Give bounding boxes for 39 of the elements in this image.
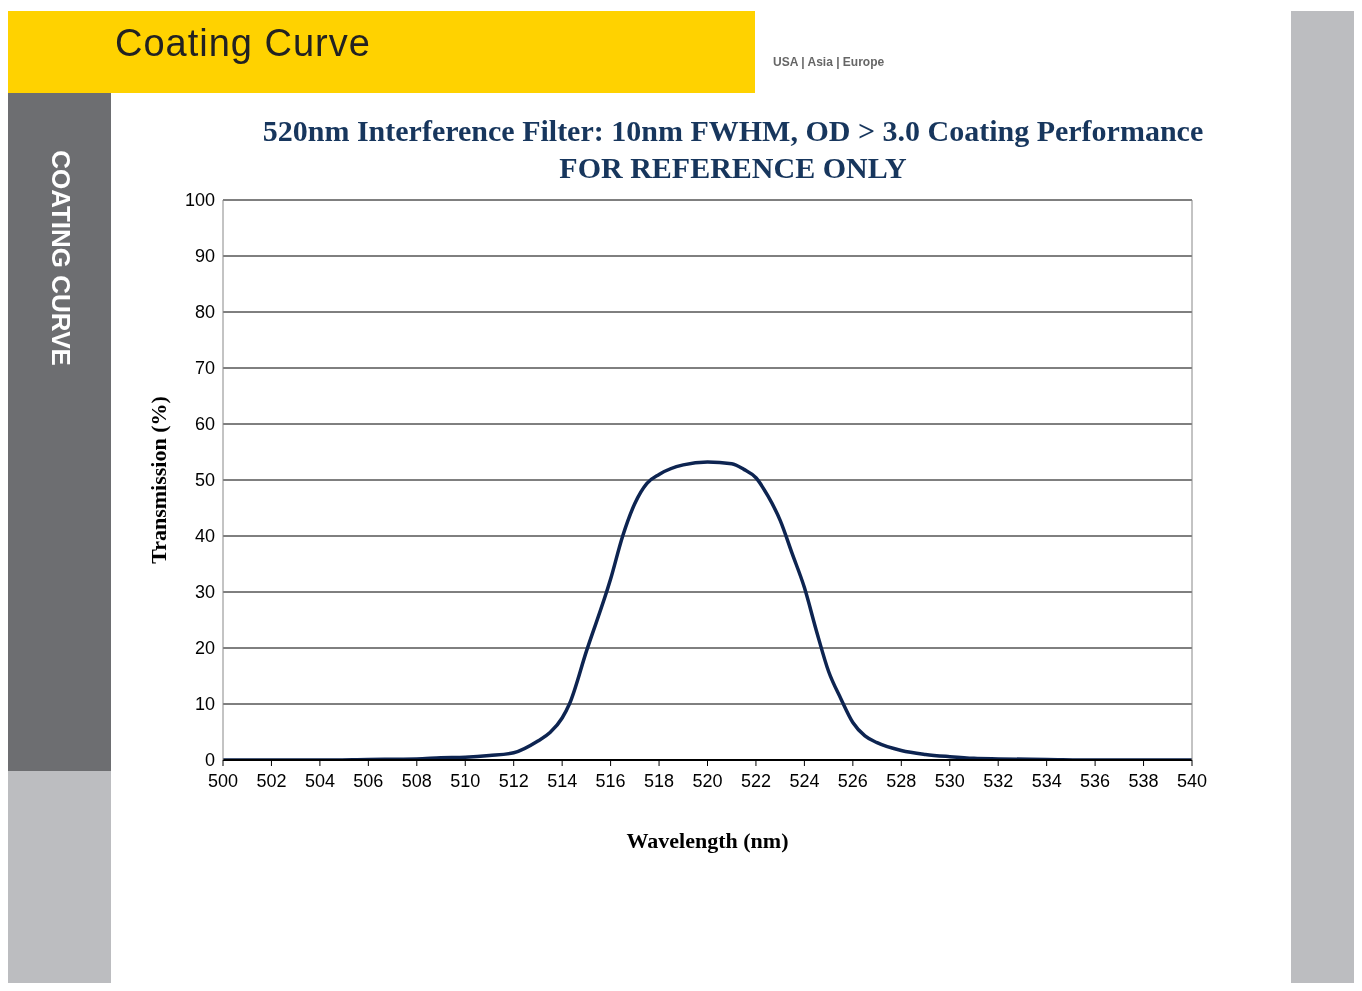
- x-tick-label: 538: [1128, 770, 1159, 791]
- x-tick-label: 528: [886, 770, 917, 791]
- x-tick-label: 506: [353, 770, 384, 791]
- y-tick-label: 10: [194, 694, 215, 715]
- x-tick-label: 514: [547, 770, 578, 791]
- x-tick-label: 518: [644, 770, 675, 791]
- text: USA | Asia | Europe: [773, 55, 885, 69]
- x-tick-label: 512: [498, 770, 529, 791]
- y-tick-label: 20: [194, 638, 215, 659]
- x-tick-label: 530: [934, 770, 965, 791]
- y-tick-label: 70: [194, 358, 215, 379]
- x-tick-label: 500: [207, 770, 239, 791]
- x-tick-label: 524: [789, 770, 820, 791]
- x-tick-label: 534: [1031, 770, 1062, 791]
- y-tick-label: 50: [194, 470, 215, 491]
- x-tick-label: 522: [740, 770, 771, 791]
- y-tick-label: 60: [194, 414, 215, 435]
- chart-title: 520nm Interference Filter: 10nm FWHM, OD > 3.0 Coating Performance: [261, 113, 1205, 149]
- y-tick-label: 100: [184, 190, 215, 211]
- y-tick-label: 90: [194, 246, 215, 267]
- x-tick-label: 502: [256, 770, 287, 791]
- y-tick-label: 80: [194, 302, 215, 323]
- x-tick-label: 526: [837, 770, 868, 791]
- x-tick-label: 520: [692, 770, 723, 791]
- x-tick-label: 540: [1176, 770, 1208, 791]
- x-tick-label: 510: [450, 770, 481, 791]
- y-tick-label: 30: [194, 582, 215, 603]
- text: COATING CURVE: [44, 150, 76, 366]
- text: Coating Curve: [115, 22, 371, 65]
- x-tick-label: 504: [304, 770, 335, 791]
- y-axis-title: Transmission (%): [145, 396, 171, 564]
- y-tick-label: 40: [194, 526, 215, 547]
- x-tick-label: 508: [401, 770, 432, 791]
- x-tick-label: 516: [595, 770, 626, 791]
- x-tick-label: 536: [1080, 770, 1111, 791]
- x-axis-title: Wavelength (nm): [626, 828, 789, 853]
- x-tick-label: 532: [983, 770, 1014, 791]
- y-tick-label: 0: [204, 750, 215, 771]
- chart-subtitle: FOR REFERENCE ONLY: [558, 150, 908, 186]
